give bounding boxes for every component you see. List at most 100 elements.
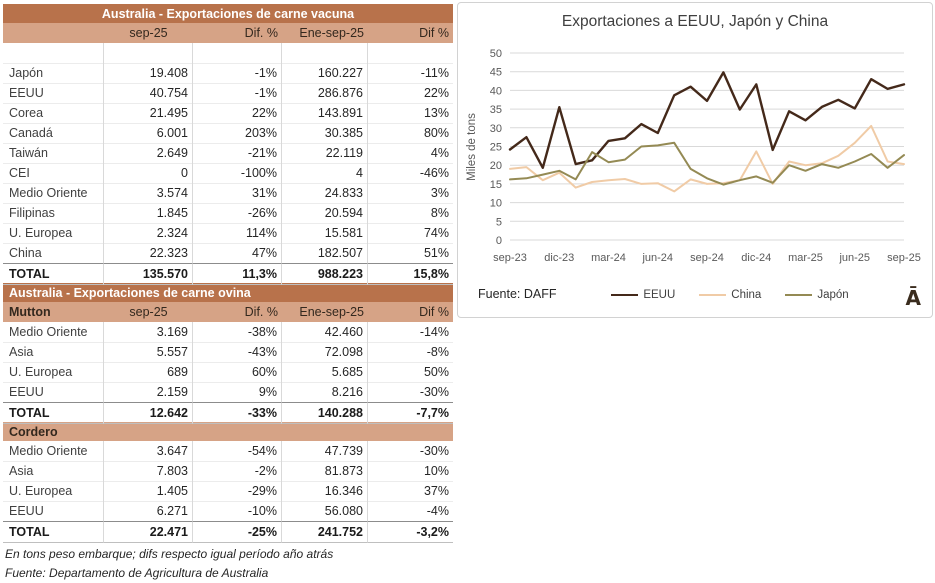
value-cell: 40.754: [104, 83, 193, 104]
y-tick-label: 50: [490, 48, 502, 60]
y-tick-label: 40: [490, 85, 502, 97]
value-cell: 60%: [193, 362, 282, 383]
y-tick-label: 0: [496, 235, 502, 247]
value-cell: 31%: [193, 183, 282, 204]
row-label-cell: EEUU: [3, 382, 104, 403]
column-header-cell: Ene-sep-25: [299, 26, 364, 40]
value-cell: 1.405: [104, 481, 193, 502]
value-cell: [282, 43, 368, 64]
value-cell: 689: [104, 362, 193, 383]
table-row: U. Europea 1.405 -29% 16.346 37%: [3, 481, 453, 502]
value-cell: 24.833: [282, 183, 368, 204]
table-row: U. Europea 2.324 114% 15.581 74%: [3, 223, 453, 244]
value-cell: -8%: [368, 342, 453, 363]
value-cell: 4: [282, 163, 368, 184]
corner-label-cell: Mutton: [9, 305, 51, 319]
value-cell: 0: [104, 163, 193, 184]
row-label-cell: Medio Oriente: [3, 322, 104, 343]
row-label-cell: Asia: [3, 461, 104, 482]
row-label-cell: TOTAL: [3, 402, 104, 424]
y-tick-label: 20: [490, 160, 502, 172]
row-label-cell: China: [3, 243, 104, 264]
table-row: Corea 21.495 22% 143.891 13%: [3, 103, 453, 124]
column-header-cell: Dif. %: [244, 305, 278, 319]
value-cell: 56.080: [282, 501, 368, 522]
table-row: EEUU 2.159 9% 8.216 -30%: [3, 382, 453, 403]
value-cell: 20.594: [282, 203, 368, 224]
legend-label: China: [731, 289, 762, 301]
value-cell: -25%: [193, 521, 282, 543]
value-cell: -11%: [368, 63, 453, 84]
value-cell: 6.271: [104, 501, 193, 522]
table-row: Japón 19.408 -1% 160.227 -11%: [3, 63, 453, 84]
row-label-cell: [3, 43, 104, 64]
value-cell: 135.570: [104, 263, 193, 285]
value-cell: -2%: [193, 461, 282, 482]
x-tick-label: jun-24: [641, 252, 673, 264]
value-cell: -26%: [193, 203, 282, 224]
value-cell: 72.098: [282, 342, 368, 363]
row-label-cell: U. Europea: [3, 362, 104, 383]
value-cell: 143.891: [282, 103, 368, 124]
value-cell: 22.119: [282, 143, 368, 164]
table-row: [3, 43, 453, 64]
value-cell: 13%: [368, 103, 453, 124]
value-cell: 42.460: [282, 322, 368, 343]
table-row: Medio Oriente 3.574 31% 24.833 3%: [3, 183, 453, 204]
value-cell: 10%: [368, 461, 453, 482]
legend-swatch: [611, 294, 639, 296]
value-cell: -43%: [193, 342, 282, 363]
value-cell: 5.685: [282, 362, 368, 383]
series-line-japón: [509, 141, 905, 186]
value-cell: 51%: [368, 243, 453, 264]
row-label-cell: U. Europea: [3, 223, 104, 244]
y-tick-label: 15: [490, 179, 502, 191]
value-cell: -33%: [193, 402, 282, 424]
value-cell: -54%: [193, 441, 282, 462]
chart-legend: EEUU China Japón: [568, 289, 892, 301]
total-row: TOTAL 135.570 11,3% 988.223 15,8%: [3, 263, 453, 285]
row-label-cell: Japón: [3, 63, 104, 84]
x-tick-label: dic-23: [544, 252, 574, 264]
series-line-eeuu: [508, 71, 906, 170]
value-cell: 16.346: [282, 481, 368, 502]
legend-item: China: [699, 289, 761, 301]
chart-card: Exportaciones a EEUU, Japón y China Mile…: [457, 2, 933, 318]
y-tick-label: 35: [490, 104, 502, 116]
value-cell: -21%: [193, 143, 282, 164]
value-cell: -100%: [193, 163, 282, 184]
row-label-cell: Asia: [3, 342, 104, 363]
value-cell: -10%: [193, 501, 282, 522]
column-header-row: Mutton sep-25 Dif. % Ene-sep-25 Dif %: [3, 302, 453, 322]
value-cell: 47%: [193, 243, 282, 264]
value-cell: 11,3%: [193, 263, 282, 285]
table-footnotes: En tons peso embarque; difs respecto igu…: [3, 545, 453, 583]
column-header-cell: sep-25: [129, 305, 168, 319]
table-row: Medio Oriente 3.169 -38% 42.460 -14%: [3, 322, 453, 343]
y-tick-label: 25: [490, 142, 502, 154]
row-label-cell: Taiwán: [3, 143, 104, 164]
value-cell: 9%: [193, 382, 282, 403]
value-cell: 22%: [193, 103, 282, 124]
table-row: Canadá 6.001 203% 30.385 80%: [3, 123, 453, 144]
row-label-cell: Medio Oriente: [3, 441, 104, 462]
column-header-row: sep-25 Dif. % Ene-sep-25 Dif %: [3, 23, 453, 43]
chart-source: Fuente: DAFF: [478, 287, 557, 301]
table-row: U. Europea 689 60% 5.685 50%: [3, 362, 453, 383]
column-header-cell: sep-25: [129, 26, 168, 40]
x-tick-label: sep-25: [887, 252, 921, 264]
value-cell: 47.739: [282, 441, 368, 462]
value-cell: [193, 43, 282, 64]
value-cell: -1%: [193, 63, 282, 84]
value-cell: 15,8%: [368, 263, 453, 285]
sheep-exports-table: Australia - Exportaciones de carne ovina…: [3, 283, 453, 543]
value-cell: 8%: [368, 203, 453, 224]
value-cell: 30.385: [282, 123, 368, 144]
line-chart: 0 5 10 15 20 25 30 35 40 45 50 sep-23 dic-23 mar-24 ju…: [490, 48, 921, 264]
value-cell: 3.647: [104, 441, 193, 462]
value-cell: 2.159: [104, 382, 193, 403]
value-cell: [104, 43, 193, 64]
value-cell: 3.169: [104, 322, 193, 343]
row-label-cell: EEUU: [3, 501, 104, 522]
column-header-cell: Dif %: [419, 26, 449, 40]
